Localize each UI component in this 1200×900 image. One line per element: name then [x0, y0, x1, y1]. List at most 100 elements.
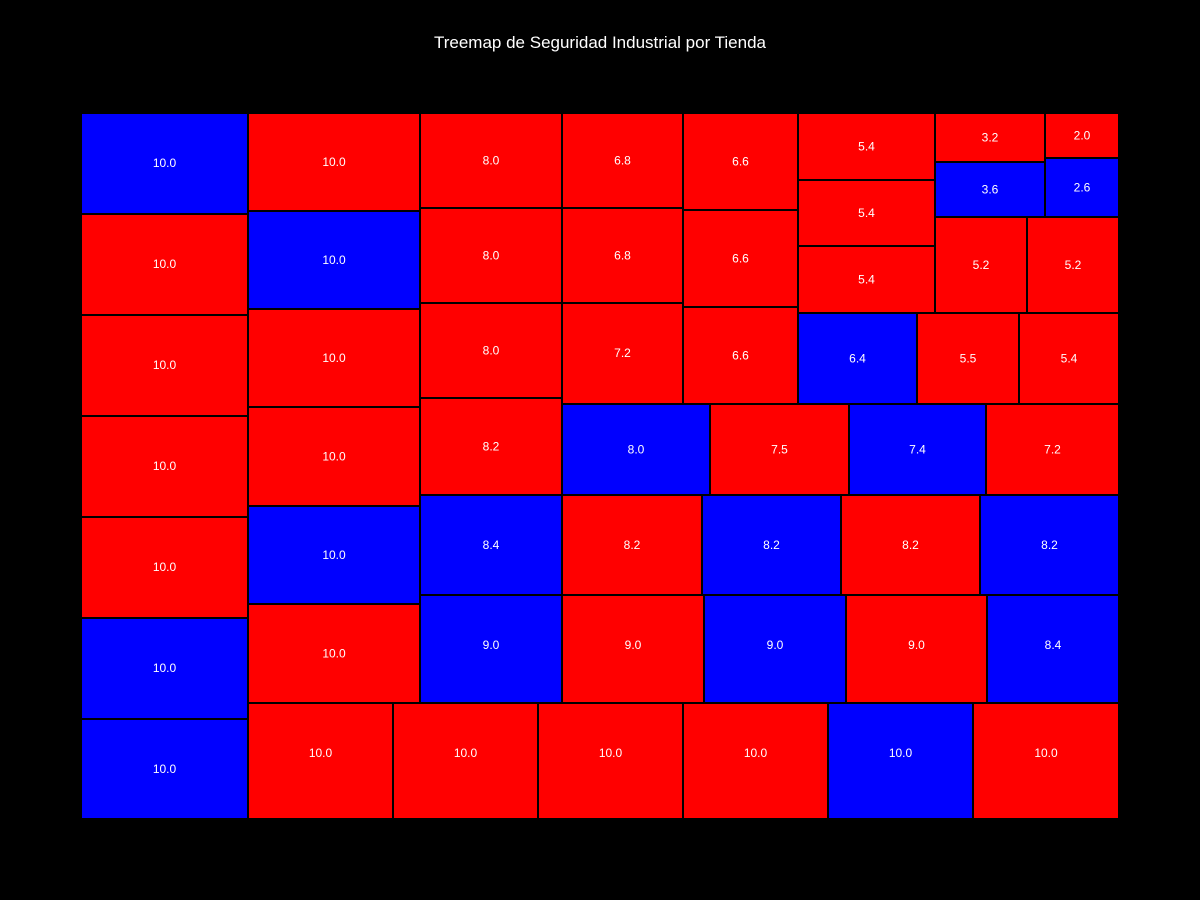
treemap-tile: 8.4	[419, 494, 563, 596]
tile-label: 10.0	[153, 358, 177, 372]
tile-rect	[845, 594, 988, 704]
treemap-tile: 6.4	[797, 312, 918, 405]
tile-label: 10.0	[744, 746, 768, 760]
tile-label: 7.4	[909, 443, 926, 457]
tile-label: 6.8	[614, 154, 631, 168]
tile-label: 10.0	[322, 647, 346, 661]
tile-rect	[797, 245, 936, 314]
tile-label: 10.0	[153, 459, 177, 473]
treemap-tile: 7.2	[561, 302, 684, 405]
tile-rect	[247, 112, 421, 212]
tile-rect	[561, 403, 711, 496]
tile-label: 10.0	[153, 257, 177, 271]
tile-rect	[934, 216, 1028, 314]
tile-label: 6.4	[849, 352, 866, 366]
treemap-tile: 10.0	[80, 415, 249, 518]
chart-title: Treemap de Seguridad Industrial por Tien…	[433, 33, 766, 52]
tile-rect	[561, 302, 684, 405]
treemap-tile: 8.2	[840, 494, 981, 596]
treemap-tile: 3.6	[934, 161, 1046, 218]
treemap-tile: 10.0	[247, 702, 394, 820]
tile-label: 10.0	[153, 661, 177, 675]
treemap-tile: 8.2	[419, 397, 563, 496]
treemap-tile: 8.2	[979, 494, 1120, 596]
treemap-tile: 10.0	[80, 314, 249, 417]
tile-rect	[682, 209, 799, 308]
tile-rect	[419, 112, 563, 209]
treemap-tile: 10.0	[80, 213, 249, 316]
tile-rect	[703, 594, 847, 704]
tile-label: 10.0	[309, 746, 333, 760]
tile-label: 10.0	[454, 746, 478, 760]
treemap-tile: 3.2	[934, 112, 1046, 163]
tile-rect	[916, 312, 1020, 405]
tile-label: 10.0	[889, 746, 913, 760]
treemap-tile: 10.0	[972, 702, 1120, 820]
tile-label: 8.0	[628, 443, 645, 457]
tile-label: 7.2	[614, 346, 631, 360]
treemap-tile: 6.6	[682, 209, 799, 308]
treemap-tile: 8.0	[419, 302, 563, 399]
tile-rect	[682, 306, 799, 405]
treemap-tile: 10.0	[247, 112, 421, 212]
tile-label: 9.0	[767, 638, 784, 652]
treemap-tile: 6.8	[561, 112, 684, 209]
tile-label: 6.6	[732, 349, 749, 363]
tile-label: 8.2	[1041, 538, 1058, 552]
tile-label: 5.4	[858, 206, 875, 220]
treemap-tile: 10.0	[247, 505, 421, 605]
tile-label: 8.0	[483, 249, 500, 263]
treemap-tile: 10.0	[80, 617, 249, 720]
treemap-tile: 8.0	[419, 207, 563, 304]
tile-label: 10.0	[322, 155, 346, 169]
treemap-tile: 5.2	[1026, 216, 1120, 314]
tile-rect	[561, 494, 703, 596]
treemap-tile: 9.0	[845, 594, 988, 704]
tile-label: 3.2	[982, 131, 999, 145]
treemap-tile: 10.0	[247, 308, 421, 408]
tile-rect	[80, 617, 249, 720]
tile-label: 8.4	[1045, 638, 1062, 652]
treemap-tile: 8.2	[561, 494, 703, 596]
tile-label: 5.4	[858, 140, 875, 154]
tile-rect	[1044, 112, 1120, 159]
tile-label: 5.4	[1061, 352, 1078, 366]
treemap-tile: 5.4	[797, 112, 936, 181]
tile-label: 8.2	[902, 538, 919, 552]
treemap-tile: 5.2	[934, 216, 1028, 314]
treemap-tile: 5.4	[797, 179, 936, 247]
treemap-tile: 5.4	[1018, 312, 1120, 405]
treemap-tile: 10.0	[827, 702, 974, 820]
tile-label: 6.8	[614, 249, 631, 263]
tile-rect	[80, 718, 249, 820]
tile-rect	[1018, 312, 1120, 405]
tile-label: 7.5	[771, 443, 788, 457]
tile-label: 2.6	[1074, 181, 1091, 195]
treemap-tile: 6.6	[682, 306, 799, 405]
tile-label: 8.0	[483, 344, 500, 358]
treemap-tile: 9.0	[703, 594, 847, 704]
treemap-tile: 5.5	[916, 312, 1020, 405]
tile-label: 7.2	[1044, 443, 1061, 457]
tile-rect	[797, 179, 936, 247]
tile-label: 9.0	[625, 638, 642, 652]
treemap-tile: 10.0	[80, 112, 249, 215]
treemap-tile: 8.4	[986, 594, 1120, 704]
tile-label: 3.6	[982, 183, 999, 197]
treemap-tile: 8.0	[561, 403, 711, 496]
tile-label: 5.2	[1065, 258, 1082, 272]
tile-label: 5.5	[960, 352, 977, 366]
treemap-tile: 2.6	[1044, 157, 1120, 218]
tile-rect	[972, 702, 1120, 820]
tile-rect	[934, 112, 1046, 163]
tile-rect	[561, 594, 705, 704]
treemap-tile: 10.0	[80, 718, 249, 820]
treemap-tile: 8.0	[419, 112, 563, 209]
tile-label: 10.0	[153, 762, 177, 776]
tile-label: 8.2	[763, 538, 780, 552]
treemap-tile: 7.5	[709, 403, 850, 496]
tile-label: 10.0	[322, 253, 346, 267]
tile-label: 10.0	[153, 560, 177, 574]
tile-rect	[247, 210, 421, 310]
tile-rect	[682, 702, 829, 820]
